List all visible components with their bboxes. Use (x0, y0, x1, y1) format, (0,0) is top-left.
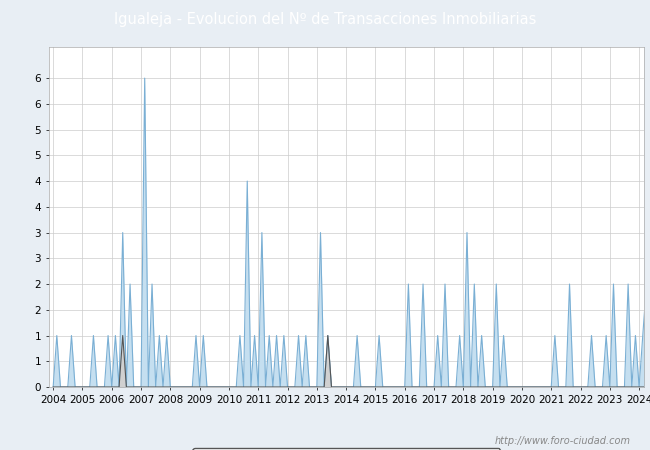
Legend: Viviendas Nuevas, Viviendas Usadas: Viviendas Nuevas, Viviendas Usadas (192, 448, 500, 450)
Text: http://www.foro-ciudad.com: http://www.foro-ciudad.com (495, 436, 630, 446)
Text: Igualeja - Evolucion del Nº de Transacciones Inmobiliarias: Igualeja - Evolucion del Nº de Transacci… (114, 12, 536, 27)
